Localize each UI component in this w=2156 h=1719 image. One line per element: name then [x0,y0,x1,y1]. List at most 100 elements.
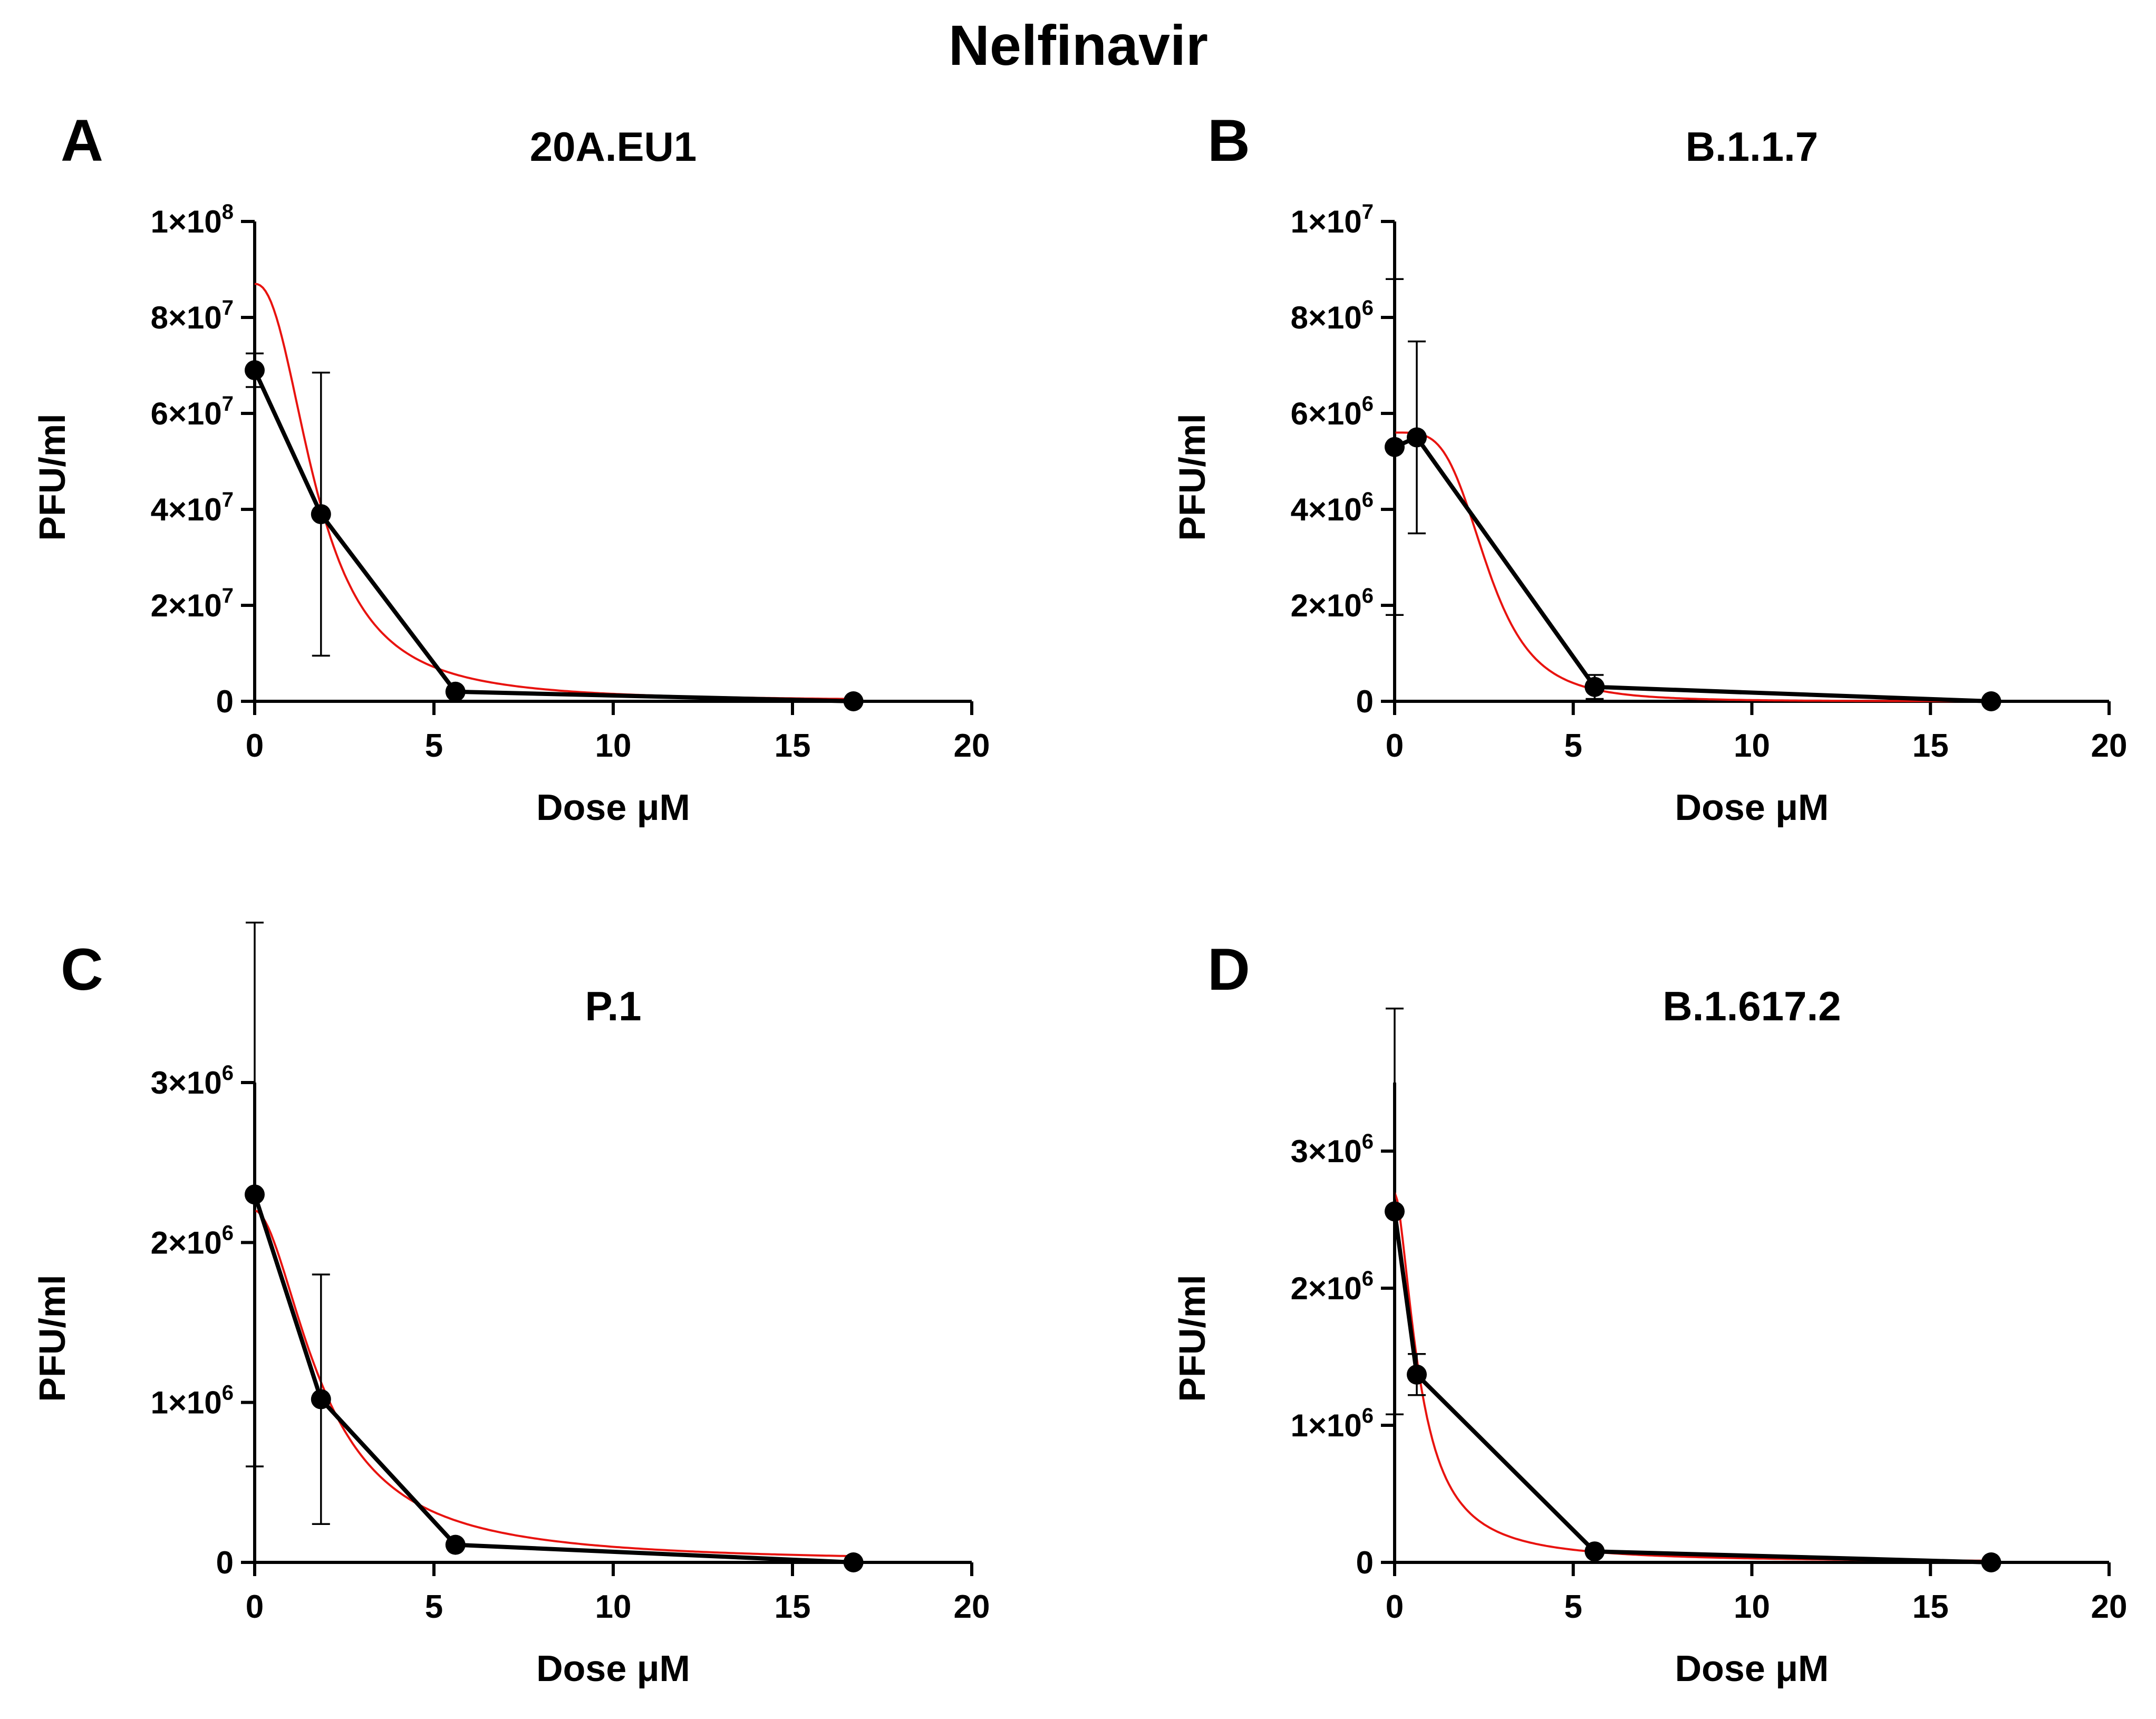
y-tick-mantissa: 6×10 [1291,396,1362,431]
y-tick-mantissa: 0 [216,684,234,719]
data-point [245,360,265,381]
y-tick-label: 1×106 [151,1382,234,1421]
y-tick-label: 2×106 [151,1221,234,1260]
y-tick-mantissa: 1×10 [151,204,222,239]
y-tick-mantissa: 2×10 [151,1225,222,1260]
y-tick-mantissa: 2×10 [1291,588,1362,623]
y-tick-mantissa: 0 [1356,684,1374,719]
data-line [1393,1211,1991,1565]
x-tick-label: 15 [1912,1589,1949,1625]
data-point [445,1534,466,1555]
x-tick-label: 20 [954,1589,990,1625]
y-tick-exponent: 6 [1362,1267,1374,1290]
y-tick-label: 1×106 [1291,1404,1374,1443]
y-tick-exponent: 7 [222,392,234,416]
y-tick-mantissa: 0 [1356,1545,1374,1580]
y-tick-label: 4×106 [1291,488,1374,527]
y-tick-mantissa: 3×10 [151,1065,222,1100]
data-line [253,369,854,703]
panel-letter: C [61,936,103,1002]
data-point [1385,437,1405,457]
y-axis-label: PFU/ml [1172,413,1213,540]
data-point [843,1552,864,1572]
y-tick-label: 2×107 [151,584,234,623]
chart-title: P.1 [585,983,641,1029]
panel-letter: B [1207,108,1250,173]
y-tick-label: 1×108 [151,200,234,239]
y-tick-label: 8×107 [151,296,234,335]
x-tick-label: 5 [1564,728,1582,764]
x-tick-label: 5 [425,1589,443,1625]
data-point [445,681,466,702]
chart-panel-b: B B.1.1.70 5 10 15 2002×1064×1066×1068×1061×1… [1172,108,2127,828]
data-point [1385,1201,1405,1222]
data-point [843,691,864,711]
y-tick-mantissa: 8×10 [151,300,222,335]
y-tick-label: 0 [216,684,234,719]
y-tick-label: 6×106 [1291,392,1374,431]
panel-letter: D [1207,936,1250,1002]
data-point [1407,427,1427,448]
x-tick-label: 5 [425,728,443,764]
data-point [311,1389,331,1409]
chart-title: B.1.617.2 [1662,983,1841,1029]
x-tick-label: 10 [595,1589,632,1625]
y-tick-exponent: 6 [1362,488,1374,511]
x-tick-label: 0 [246,728,264,764]
y-tick-mantissa: 3×10 [1291,1134,1362,1169]
x-tick-label: 15 [1912,728,1949,764]
x-tick-label: 10 [1734,728,1770,764]
y-tick-exponent: 7 [1362,200,1374,224]
data-point [1407,1364,1427,1385]
x-tick-label: 0 [1386,1589,1404,1625]
data-line [1394,435,1991,703]
y-tick-label: 8×106 [1291,296,1374,335]
y-tick-mantissa: 1×10 [1291,204,1362,239]
y-tick-mantissa: 2×10 [1291,1271,1362,1306]
y-tick-mantissa: 4×10 [1291,492,1362,527]
y-axis-label: PFU/ml [32,413,73,540]
x-axis-label: Dose μM [536,787,690,828]
data-point [311,504,331,525]
y-tick-exponent: 8 [222,200,234,224]
y-tick-label: 4×107 [151,488,234,527]
y-tick-exponent: 7 [222,584,234,607]
data-point [245,1184,265,1205]
fit-curve [1395,431,1991,702]
x-tick-label: 15 [775,1589,811,1625]
y-tick-exponent: 6 [1362,1130,1374,1153]
x-tick-label: 20 [2091,1589,2128,1625]
y-tick-mantissa: 4×10 [151,492,222,527]
y-tick-exponent: 6 [1362,392,1374,416]
y-tick-mantissa: 6×10 [151,396,222,431]
y-tick-mantissa: 8×10 [1291,300,1362,335]
x-axis-label: Dose μM [536,1648,690,1689]
chart-title: 20A.EU1 [530,123,697,170]
y-tick-exponent: 6 [222,1221,234,1244]
x-tick-label: 5 [1564,1589,1582,1625]
y-tick-label: 0 [1356,684,1374,719]
y-tick-label: 0 [1356,1545,1374,1580]
x-tick-label: 0 [246,1589,264,1625]
chart-title: B.1.1.7 [1686,123,1818,170]
x-tick-label: 10 [1734,1589,1770,1625]
fit-curve [254,283,854,700]
x-axis-label: Dose μM [1675,787,1829,828]
y-axis-label: PFU/ml [32,1274,73,1402]
y-tick-mantissa: 2×10 [151,588,222,623]
y-tick-label: 1×107 [1291,200,1374,239]
y-tick-exponent: 7 [222,488,234,511]
y-tick-exponent: 6 [222,1061,234,1085]
y-tick-label: 2×106 [1291,584,1374,623]
y-tick-exponent: 6 [1362,1404,1374,1427]
y-tick-exponent: 6 [1362,296,1374,320]
y-tick-exponent: 6 [1362,584,1374,607]
data-point [1981,691,2002,711]
y-tick-exponent: 7 [222,296,234,320]
y-axis-label: PFU/ml [1172,1274,1213,1402]
